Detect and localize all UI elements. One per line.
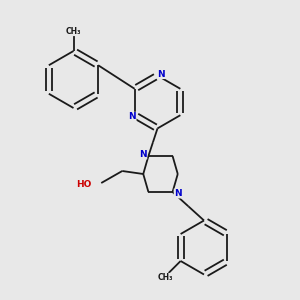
Text: N: N bbox=[174, 189, 182, 198]
Text: N: N bbox=[128, 112, 136, 121]
Text: CH₃: CH₃ bbox=[158, 273, 173, 282]
Text: HO: HO bbox=[76, 180, 92, 189]
Text: N: N bbox=[139, 150, 147, 159]
Text: N: N bbox=[157, 70, 165, 79]
Text: CH₃: CH₃ bbox=[66, 27, 81, 36]
